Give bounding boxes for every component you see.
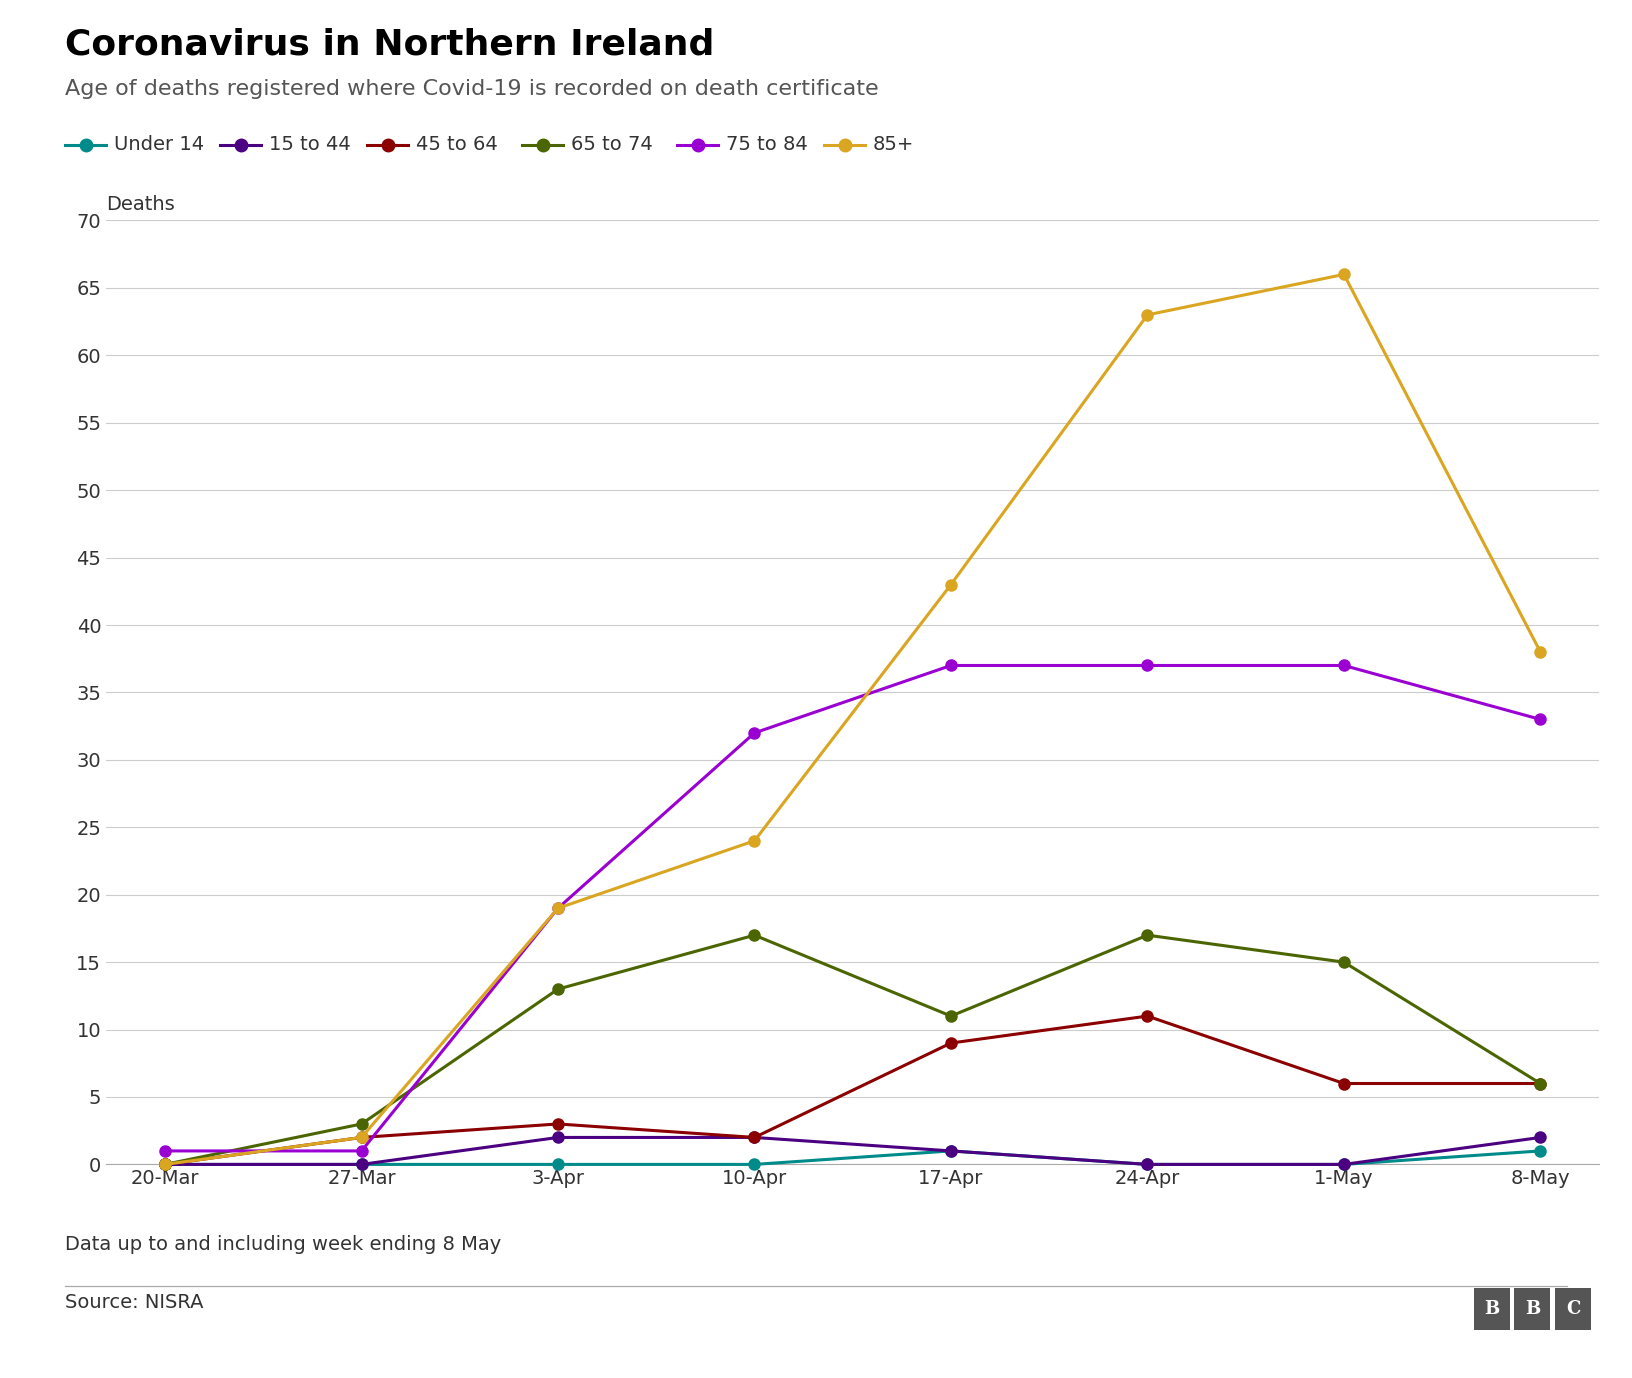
Text: 45 to 64: 45 to 64 [416, 135, 498, 154]
Text: 85+: 85+ [873, 135, 914, 154]
Text: B: B [1483, 1299, 1500, 1319]
Text: Coronavirus in Northern Ireland: Coronavirus in Northern Ireland [65, 28, 715, 62]
Text: 65 to 74: 65 to 74 [571, 135, 653, 154]
Text: Source: NISRA: Source: NISRA [65, 1293, 204, 1312]
Text: Age of deaths registered where Covid-19 is recorded on death certificate: Age of deaths registered where Covid-19 … [65, 79, 880, 99]
Text: Under 14: Under 14 [114, 135, 204, 154]
Text: C: C [1567, 1299, 1580, 1319]
Text: 15 to 44: 15 to 44 [269, 135, 351, 154]
Text: Data up to and including week ending 8 May: Data up to and including week ending 8 M… [65, 1235, 501, 1254]
Text: 75 to 84: 75 to 84 [726, 135, 808, 154]
Text: Deaths: Deaths [106, 194, 175, 214]
Text: B: B [1524, 1299, 1541, 1319]
